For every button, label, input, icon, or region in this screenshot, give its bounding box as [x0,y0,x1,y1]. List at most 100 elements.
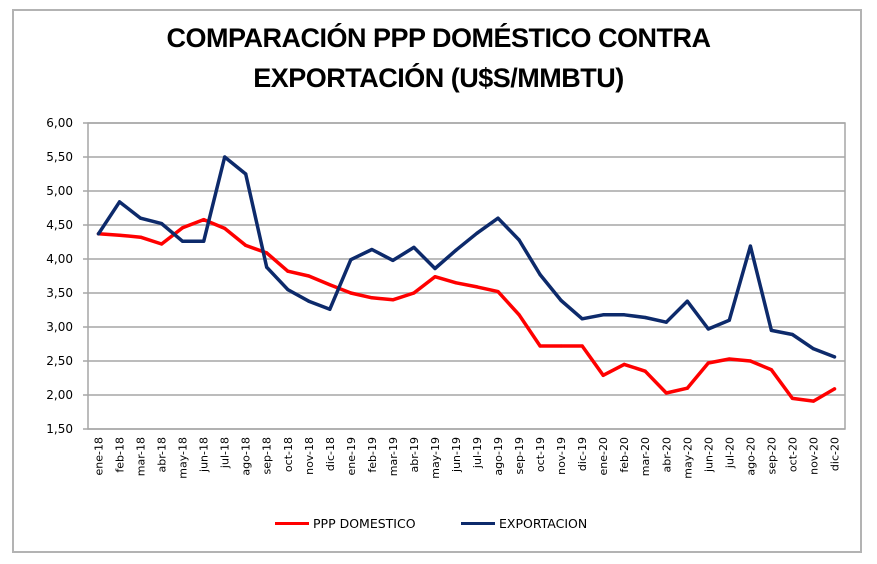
x-tick-label: sep-20 [765,437,778,474]
x-tick-label: ene-19 [345,437,358,475]
data-point-exportacion [223,155,227,159]
legend-item-ppp-domestico: PPP DOMESTICO [275,516,416,531]
data-point-exportacion [265,265,269,269]
plot-area-border [87,122,846,430]
y-tick-label: 1,50 [46,422,73,436]
x-tick-label: abr-18 [156,437,169,473]
data-point-exportacion [475,231,479,235]
y-tick-label: 3,00 [46,320,73,334]
x-tick-label: jun-18 [198,437,211,473]
data-point-ppp-domestico [475,285,479,289]
x-tick-label: jun-20 [702,437,715,473]
x-tick-label: nov-20 [807,437,820,475]
y-tick-label: 2,00 [46,388,73,402]
x-tick-label: may-20 [681,437,694,479]
y-axis-ticks: 1,50 2,00 2,50 3,00 3,50 4,00 4,50 5,00 5,50 6,00 [46,116,73,436]
data-point-ppp-domestico [370,296,374,300]
data-point-exportacion [643,315,647,320]
chart-title: COMPARACIÓN PPP DOMÉSTICO CONTRA EXPORTA… [0,18,877,98]
data-point-exportacion [580,317,584,321]
x-tick-label: jun-19 [450,437,463,473]
x-tick-label: abr-19 [408,437,421,473]
data-point-ppp-domestico [412,291,416,295]
data-point-exportacion [370,247,374,252]
data-point-exportacion [664,320,668,324]
data-point-ppp-domestico [391,298,395,302]
data-point-exportacion [517,238,521,242]
data-point-ppp-domestico [117,233,122,237]
data-point-exportacion [748,244,753,248]
chart-title-line-1: COMPARACIÓN PPP DOMÉSTICO CONTRA [166,23,711,53]
data-point-exportacion [244,172,248,176]
x-tick-label: ago-19 [492,437,505,476]
y-tick-label: 4,00 [46,252,73,266]
data-point-exportacion [622,313,626,317]
data-point-exportacion [202,239,206,243]
x-tick-label: ene-20 [597,437,610,475]
data-point-exportacion [286,288,290,292]
x-tick-label: nov-18 [303,437,316,475]
data-point-ppp-domestico [538,344,542,348]
chart-frame [12,9,862,553]
data-point-exportacion [454,248,458,252]
x-tick-label: feb-19 [366,437,379,473]
x-tick-label: oct-20 [786,437,799,472]
data-point-exportacion [727,318,731,322]
gridlines [83,122,845,430]
data-point-exportacion [328,307,332,311]
y-tick-label: 3,50 [46,286,73,300]
data-point-ppp-domestico [790,396,795,400]
data-point-exportacion [790,332,795,337]
series-line-ppp-domestico [96,217,837,403]
data-point-exportacion [538,273,542,277]
y-tick-label: 4,50 [46,218,73,232]
x-tick-label: mar-18 [135,437,148,476]
data-point-ppp-domestico [685,386,689,390]
data-point-exportacion [433,266,437,271]
data-point-exportacion [349,258,353,262]
x-tick-label: feb-18 [114,437,127,473]
data-point-ppp-domestico [832,387,837,391]
data-point-exportacion [139,216,143,220]
data-point-exportacion [181,239,185,243]
data-point-exportacion [769,328,774,332]
data-point-ppp-domestico [811,399,816,403]
x-tick-label: may-19 [429,437,442,479]
data-point-ppp-domestico [601,373,605,377]
data-point-exportacion [307,299,311,303]
x-tick-label: jul-20 [723,437,736,469]
data-point-ppp-domestico [328,283,332,287]
x-tick-label: abr-20 [660,437,673,473]
data-point-ppp-domestico [727,357,731,361]
x-tick-label: mar-20 [639,437,652,476]
x-tick-label: dic-18 [324,437,337,471]
y-tick-label: 2,50 [46,354,73,368]
x-tick-label: oct-18 [282,437,295,472]
data-point-exportacion [412,245,416,249]
data-point-ppp-domestico [286,269,290,273]
data-point-exportacion [811,347,816,351]
x-tick-label: sep-18 [261,437,274,474]
data-point-ppp-domestico [580,344,584,348]
x-tick-label: jul-18 [219,437,232,469]
legend-label-exportacion: EXPORTACION [499,516,588,531]
x-axis-ticks: ene-18 feb-18 mar-18 abr-18 may-18 jun-18 jul-… [93,437,842,479]
data-point-ppp-domestico [433,275,437,279]
x-tick-label: sep-19 [513,437,526,474]
data-point-ppp-domestico [307,274,311,278]
data-point-ppp-domestico [496,290,500,294]
data-point-exportacion [601,313,605,317]
y-tick-label: 6,00 [46,116,73,130]
legend-swatch-exportacion [461,522,495,525]
data-point-ppp-domestico [622,362,626,366]
legend-item-exportacion: EXPORTACION [461,516,587,531]
x-tick-label: oct-19 [534,437,547,472]
data-point-exportacion [685,299,689,303]
data-point-exportacion [496,216,500,220]
x-tick-label: ago-20 [744,437,757,476]
data-point-ppp-domestico [559,344,563,348]
y-tick-label: 5,50 [46,150,73,164]
data-point-exportacion [391,258,395,262]
x-tick-label: dic-20 [828,437,841,471]
legend-label-ppp-domestico: PPP DOMESTICO [313,516,416,531]
